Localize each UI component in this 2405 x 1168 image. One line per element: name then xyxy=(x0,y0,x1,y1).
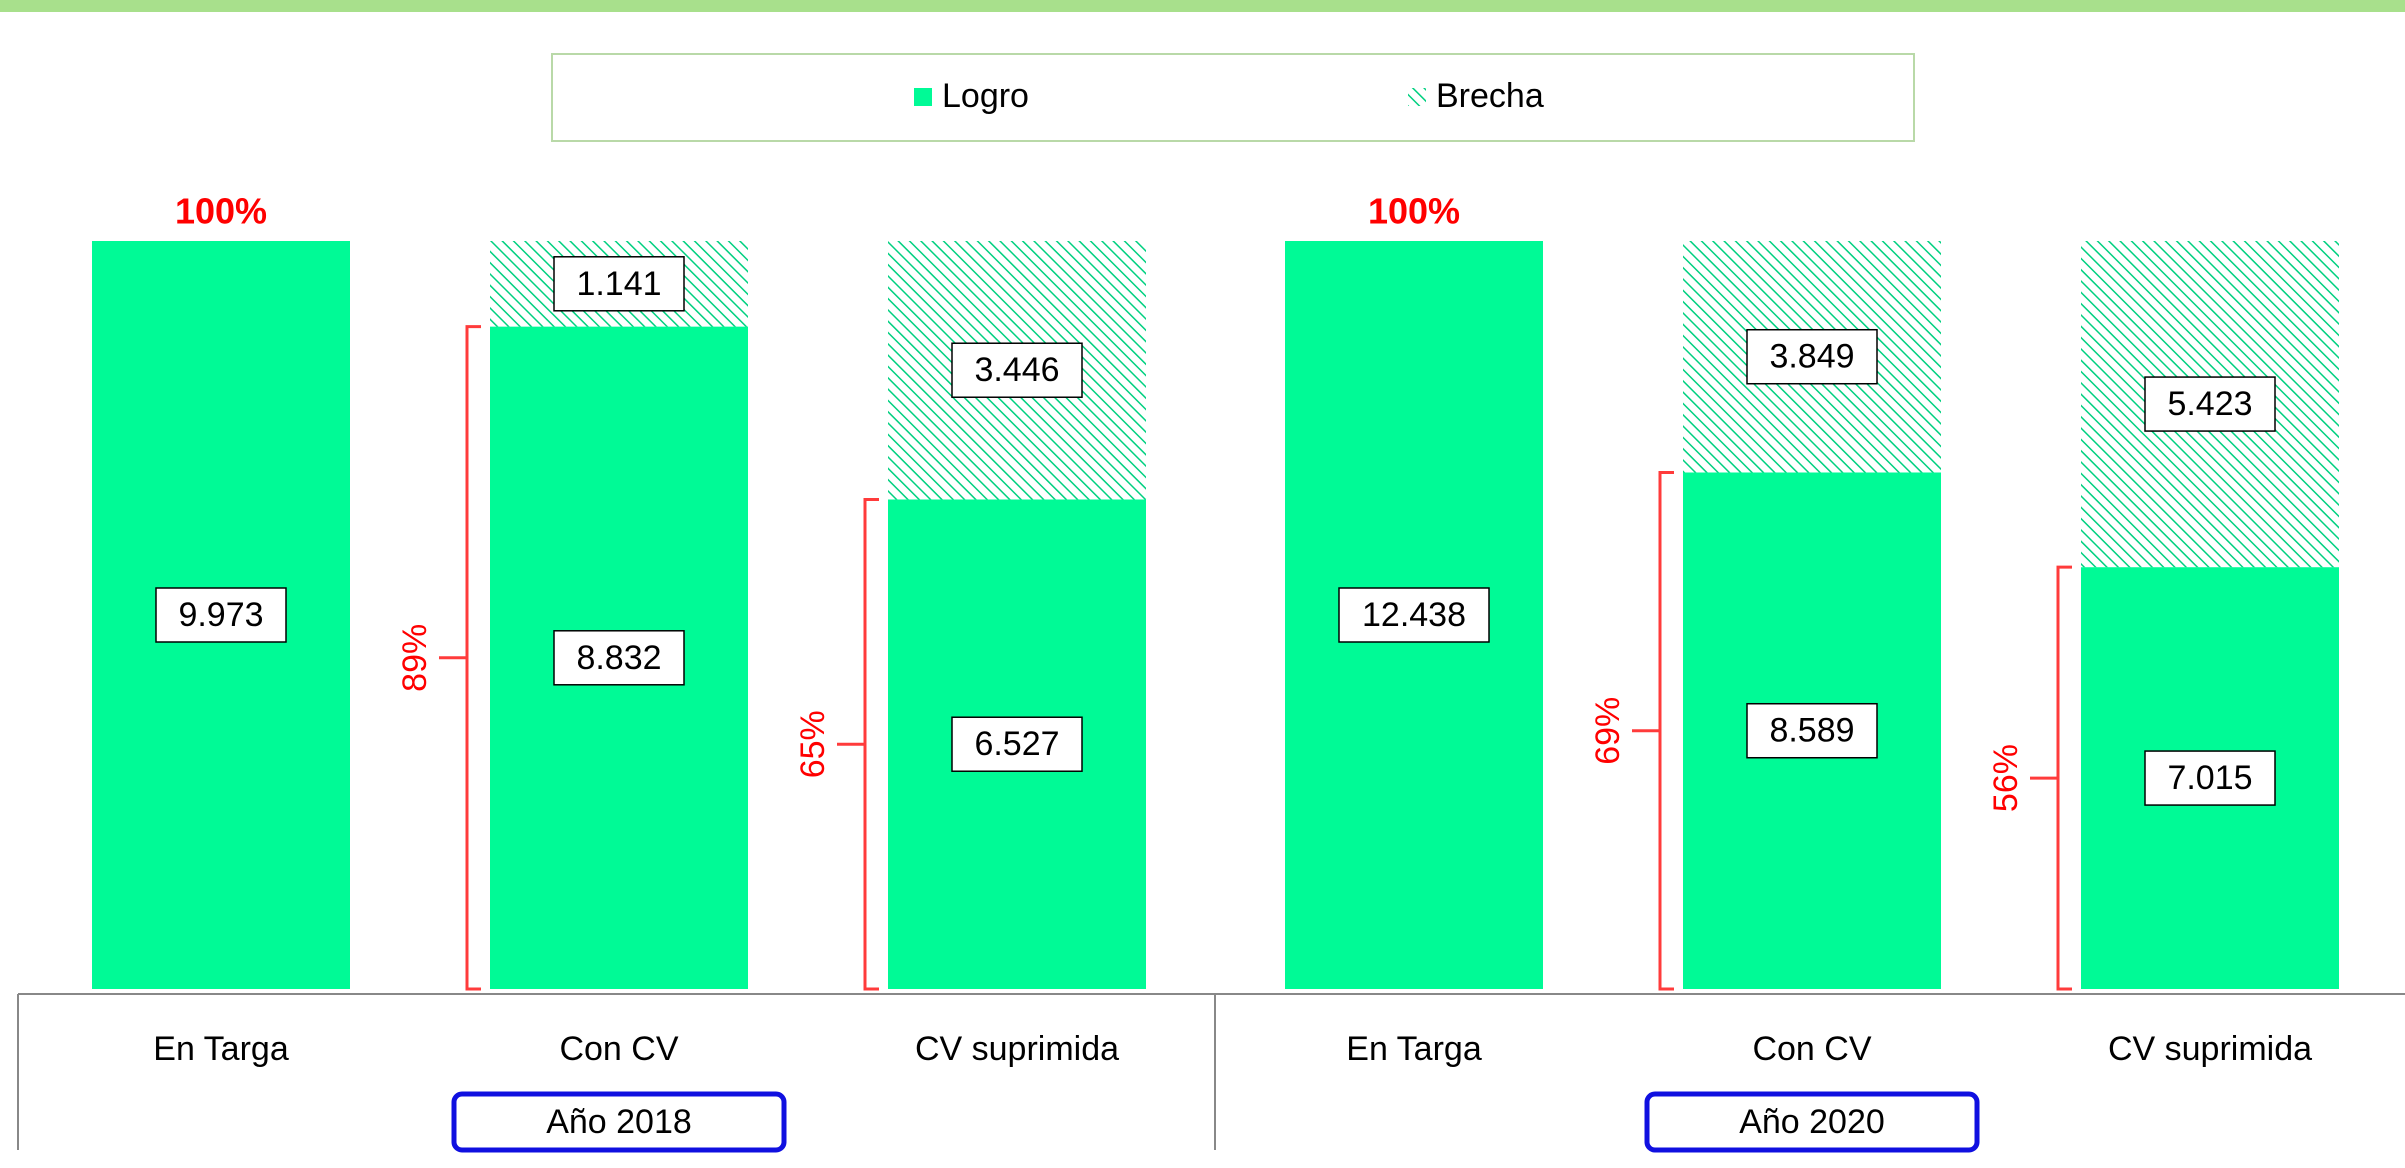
legend-swatch xyxy=(1408,88,1426,106)
group-label-box xyxy=(451,1091,787,1153)
value-label-box xyxy=(155,587,287,643)
legend-label: Logro xyxy=(942,77,1029,115)
value-label: 9.973 xyxy=(178,596,263,634)
share-bracket xyxy=(439,325,481,991)
value-label-box xyxy=(2144,376,2276,432)
x-tick-label: En Targa xyxy=(1346,1030,1482,1068)
group-label: Año 2020 xyxy=(1739,1103,1885,1141)
share-bracket xyxy=(837,497,879,991)
share-label: 100% xyxy=(175,191,267,232)
value-label-box xyxy=(951,342,1083,398)
x-tick-label: CV suprimida xyxy=(2108,1030,2312,1068)
legend-box xyxy=(551,53,1915,142)
value-label: 12.438 xyxy=(1362,596,1466,634)
value-label-box xyxy=(553,256,685,312)
share-label: 89% xyxy=(396,624,434,692)
legend-label: Brecha xyxy=(1436,77,1544,115)
top-band xyxy=(0,0,2405,12)
share-label: 65% xyxy=(794,710,832,778)
value-label: 8.832 xyxy=(576,639,661,677)
share-bracket xyxy=(2030,565,2072,991)
share-bracket xyxy=(1632,470,1674,991)
legend-swatch xyxy=(914,88,932,106)
value-label: 1.141 xyxy=(576,265,661,303)
value-label-box xyxy=(2144,750,2276,806)
value-label-box xyxy=(1338,587,1490,643)
value-label: 3.446 xyxy=(974,351,1059,389)
group-label-box xyxy=(1644,1091,1980,1153)
x-tick-label: CV suprimida xyxy=(915,1030,1119,1068)
share-label: 69% xyxy=(1589,697,1627,765)
x-tick-label: Con CV xyxy=(1752,1030,1871,1068)
value-label-box xyxy=(553,630,685,686)
group-label: Año 2018 xyxy=(546,1103,692,1141)
value-label: 7.015 xyxy=(2167,759,2252,797)
value-label-box xyxy=(951,716,1083,772)
share-label: 56% xyxy=(1987,744,2025,812)
value-label: 6.527 xyxy=(974,725,1059,763)
value-label: 3.849 xyxy=(1769,338,1854,376)
share-label: 100% xyxy=(1368,191,1460,232)
value-label-box xyxy=(1746,328,1878,385)
x-tick-label: Con CV xyxy=(559,1030,678,1068)
value-label: 5.423 xyxy=(2167,385,2252,423)
value-label-box xyxy=(1746,702,1878,759)
x-tick-label: En Targa xyxy=(153,1030,289,1068)
value-label: 8.589 xyxy=(1769,712,1854,750)
